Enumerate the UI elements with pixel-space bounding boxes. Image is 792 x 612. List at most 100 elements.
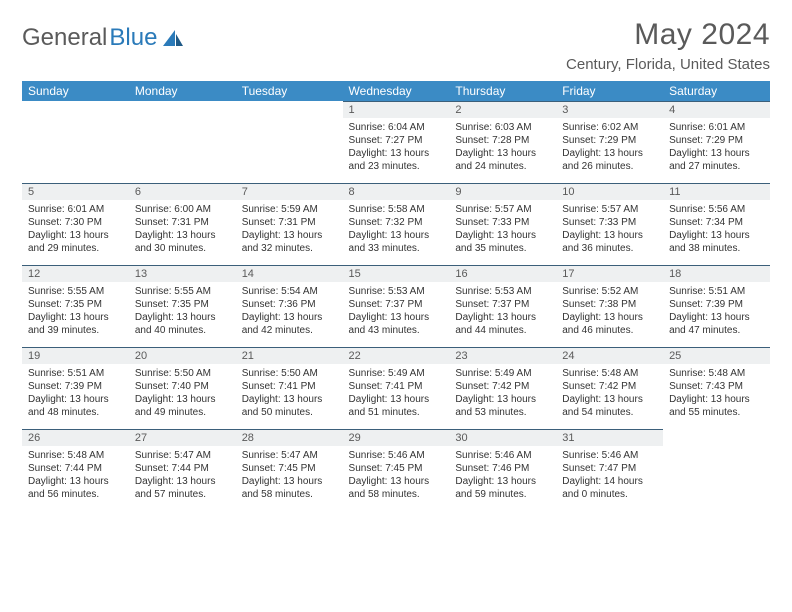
day-number: 30 <box>449 429 556 446</box>
day-cell: 9Sunrise: 5:57 AMSunset: 7:33 PMDaylight… <box>449 183 556 265</box>
month-title: May 2024 <box>566 18 770 52</box>
day-cell: 10Sunrise: 5:57 AMSunset: 7:33 PMDayligh… <box>556 183 663 265</box>
day-content: Sunrise: 5:50 AMSunset: 7:41 PMDaylight:… <box>236 364 343 423</box>
day-number: 10 <box>556 183 663 200</box>
day-cell: 28Sunrise: 5:47 AMSunset: 7:45 PMDayligh… <box>236 429 343 511</box>
day-cell: 29Sunrise: 5:46 AMSunset: 7:45 PMDayligh… <box>343 429 450 511</box>
day-number: 22 <box>343 347 450 364</box>
day-number: 15 <box>343 265 450 282</box>
day-cell: 18Sunrise: 5:51 AMSunset: 7:39 PMDayligh… <box>663 265 770 347</box>
day-cell: 2Sunrise: 6:03 AMSunset: 7:28 PMDaylight… <box>449 101 556 183</box>
day-cell: 13Sunrise: 5:55 AMSunset: 7:35 PMDayligh… <box>129 265 236 347</box>
empty-cell <box>22 101 129 183</box>
weekday-header: Saturday <box>663 81 770 101</box>
day-number: 8 <box>343 183 450 200</box>
weekday-header: Wednesday <box>343 81 450 101</box>
day-number: 1 <box>343 101 450 118</box>
day-number: 3 <box>556 101 663 118</box>
day-content: Sunrise: 5:48 AMSunset: 7:44 PMDaylight:… <box>22 446 129 505</box>
day-number: 11 <box>663 183 770 200</box>
day-number: 28 <box>236 429 343 446</box>
day-number: 12 <box>22 265 129 282</box>
location: Century, Florida, United States <box>566 56 770 73</box>
day-content: Sunrise: 5:53 AMSunset: 7:37 PMDaylight:… <box>449 282 556 341</box>
day-cell: 27Sunrise: 5:47 AMSunset: 7:44 PMDayligh… <box>129 429 236 511</box>
logo-text-1: General <box>22 24 107 52</box>
day-content: Sunrise: 5:46 AMSunset: 7:45 PMDaylight:… <box>343 446 450 505</box>
day-number: 14 <box>236 265 343 282</box>
day-content: Sunrise: 5:48 AMSunset: 7:43 PMDaylight:… <box>663 364 770 423</box>
day-cell: 22Sunrise: 5:49 AMSunset: 7:41 PMDayligh… <box>343 347 450 429</box>
day-cell: 19Sunrise: 5:51 AMSunset: 7:39 PMDayligh… <box>22 347 129 429</box>
day-cell: 7Sunrise: 5:59 AMSunset: 7:31 PMDaylight… <box>236 183 343 265</box>
day-cell: 4Sunrise: 6:01 AMSunset: 7:29 PMDaylight… <box>663 101 770 183</box>
day-content: Sunrise: 5:50 AMSunset: 7:40 PMDaylight:… <box>129 364 236 423</box>
calendar-table: SundayMondayTuesdayWednesdayThursdayFrid… <box>22 81 770 511</box>
day-number: 31 <box>556 429 663 446</box>
day-number: 7 <box>236 183 343 200</box>
day-cell: 17Sunrise: 5:52 AMSunset: 7:38 PMDayligh… <box>556 265 663 347</box>
day-cell: 1Sunrise: 6:04 AMSunset: 7:27 PMDaylight… <box>343 101 450 183</box>
weekday-header: Sunday <box>22 81 129 101</box>
empty-cell <box>129 101 236 183</box>
day-content: Sunrise: 5:47 AMSunset: 7:44 PMDaylight:… <box>129 446 236 505</box>
header: GeneralBlue May 2024 Century, Florida, U… <box>22 18 770 73</box>
day-content: Sunrise: 5:51 AMSunset: 7:39 PMDaylight:… <box>663 282 770 341</box>
day-content: Sunrise: 6:00 AMSunset: 7:31 PMDaylight:… <box>129 200 236 259</box>
day-number: 25 <box>663 347 770 364</box>
weekday-header: Thursday <box>449 81 556 101</box>
calendar-head: SundayMondayTuesdayWednesdayThursdayFrid… <box>22 81 770 101</box>
day-number: 20 <box>129 347 236 364</box>
day-number: 13 <box>129 265 236 282</box>
day-number: 2 <box>449 101 556 118</box>
day-content: Sunrise: 5:55 AMSunset: 7:35 PMDaylight:… <box>129 282 236 341</box>
day-cell: 11Sunrise: 5:56 AMSunset: 7:34 PMDayligh… <box>663 183 770 265</box>
day-content: Sunrise: 5:55 AMSunset: 7:35 PMDaylight:… <box>22 282 129 341</box>
day-number: 23 <box>449 347 556 364</box>
day-cell: 15Sunrise: 5:53 AMSunset: 7:37 PMDayligh… <box>343 265 450 347</box>
day-content: Sunrise: 5:51 AMSunset: 7:39 PMDaylight:… <box>22 364 129 423</box>
day-content: Sunrise: 5:59 AMSunset: 7:31 PMDaylight:… <box>236 200 343 259</box>
week-row: 12Sunrise: 5:55 AMSunset: 7:35 PMDayligh… <box>22 265 770 347</box>
day-content: Sunrise: 6:04 AMSunset: 7:27 PMDaylight:… <box>343 118 450 177</box>
day-number: 9 <box>449 183 556 200</box>
day-number: 4 <box>663 101 770 118</box>
day-content: Sunrise: 5:49 AMSunset: 7:42 PMDaylight:… <box>449 364 556 423</box>
day-content: Sunrise: 5:57 AMSunset: 7:33 PMDaylight:… <box>449 200 556 259</box>
logo: GeneralBlue <box>22 18 185 52</box>
weekday-header: Tuesday <box>236 81 343 101</box>
day-content: Sunrise: 5:54 AMSunset: 7:36 PMDaylight:… <box>236 282 343 341</box>
day-cell: 21Sunrise: 5:50 AMSunset: 7:41 PMDayligh… <box>236 347 343 429</box>
day-content: Sunrise: 6:01 AMSunset: 7:29 PMDaylight:… <box>663 118 770 177</box>
day-cell: 8Sunrise: 5:58 AMSunset: 7:32 PMDaylight… <box>343 183 450 265</box>
week-row: 1Sunrise: 6:04 AMSunset: 7:27 PMDaylight… <box>22 101 770 183</box>
day-content: Sunrise: 6:02 AMSunset: 7:29 PMDaylight:… <box>556 118 663 177</box>
day-cell: 25Sunrise: 5:48 AMSunset: 7:43 PMDayligh… <box>663 347 770 429</box>
calendar-body: 1Sunrise: 6:04 AMSunset: 7:27 PMDaylight… <box>22 101 770 511</box>
weekday-header: Friday <box>556 81 663 101</box>
day-number: 19 <box>22 347 129 364</box>
day-cell: 6Sunrise: 6:00 AMSunset: 7:31 PMDaylight… <box>129 183 236 265</box>
day-number: 26 <box>22 429 129 446</box>
day-number: 17 <box>556 265 663 282</box>
day-content: Sunrise: 5:49 AMSunset: 7:41 PMDaylight:… <box>343 364 450 423</box>
day-content: Sunrise: 5:57 AMSunset: 7:33 PMDaylight:… <box>556 200 663 259</box>
day-cell: 12Sunrise: 5:55 AMSunset: 7:35 PMDayligh… <box>22 265 129 347</box>
day-number: 27 <box>129 429 236 446</box>
day-number: 18 <box>663 265 770 282</box>
day-cell: 30Sunrise: 5:46 AMSunset: 7:46 PMDayligh… <box>449 429 556 511</box>
day-content: Sunrise: 5:58 AMSunset: 7:32 PMDaylight:… <box>343 200 450 259</box>
day-cell: 3Sunrise: 6:02 AMSunset: 7:29 PMDaylight… <box>556 101 663 183</box>
title-block: May 2024 Century, Florida, United States <box>566 18 770 73</box>
day-cell: 16Sunrise: 5:53 AMSunset: 7:37 PMDayligh… <box>449 265 556 347</box>
day-content: Sunrise: 5:47 AMSunset: 7:45 PMDaylight:… <box>236 446 343 505</box>
calendar-page: GeneralBlue May 2024 Century, Florida, U… <box>0 0 792 521</box>
weekday-row: SundayMondayTuesdayWednesdayThursdayFrid… <box>22 81 770 101</box>
day-number: 5 <box>22 183 129 200</box>
day-cell: 14Sunrise: 5:54 AMSunset: 7:36 PMDayligh… <box>236 265 343 347</box>
day-number: 29 <box>343 429 450 446</box>
week-row: 19Sunrise: 5:51 AMSunset: 7:39 PMDayligh… <box>22 347 770 429</box>
day-cell: 20Sunrise: 5:50 AMSunset: 7:40 PMDayligh… <box>129 347 236 429</box>
empty-cell <box>663 429 770 511</box>
day-cell: 23Sunrise: 5:49 AMSunset: 7:42 PMDayligh… <box>449 347 556 429</box>
